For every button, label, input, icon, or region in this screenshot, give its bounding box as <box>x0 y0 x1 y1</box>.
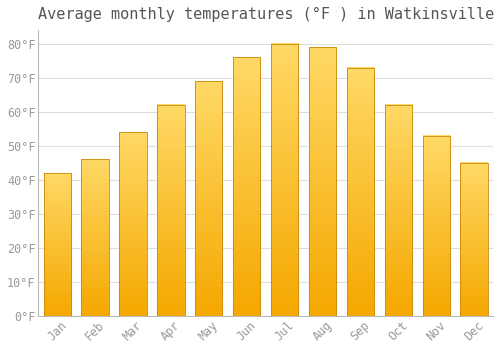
Bar <box>120 132 146 316</box>
Bar <box>384 105 412 316</box>
Bar <box>157 105 184 316</box>
Bar <box>195 81 222 316</box>
Bar <box>422 135 450 316</box>
Bar <box>347 68 374 316</box>
Bar <box>233 57 260 316</box>
Bar <box>309 47 336 316</box>
Bar <box>44 173 71 316</box>
Title: Average monthly temperatures (°F ) in Watkinsville: Average monthly temperatures (°F ) in Wa… <box>38 7 494 22</box>
Bar <box>82 159 108 316</box>
Bar <box>460 163 487 316</box>
Bar <box>271 44 298 316</box>
